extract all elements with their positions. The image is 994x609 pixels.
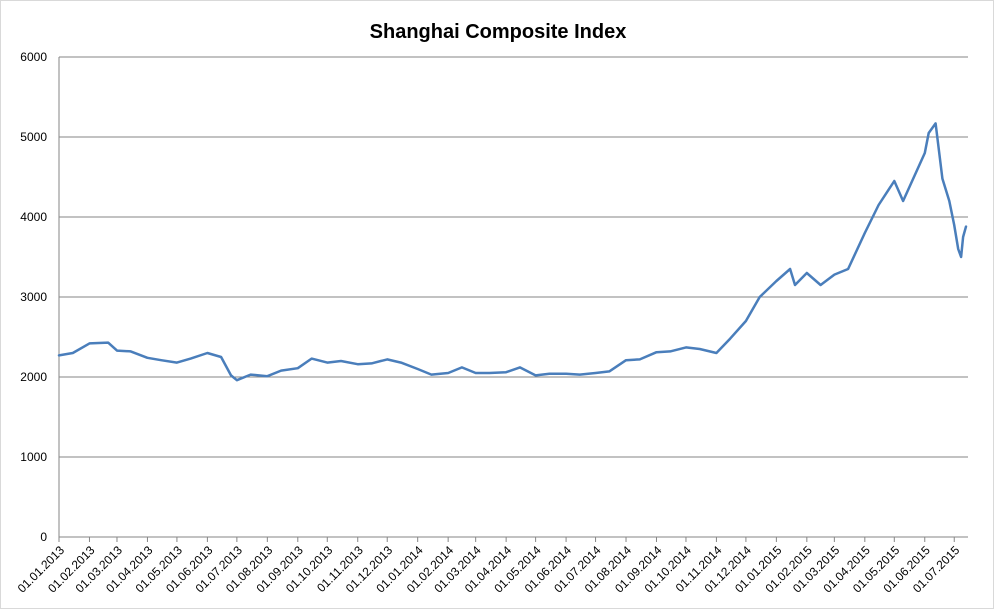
data-point [625,359,627,362]
y-tick-label: 6000 [20,50,47,64]
data-point [789,268,791,270]
data-point [962,236,964,238]
data-point [729,337,731,340]
data-point [941,177,944,180]
data-point [548,373,551,375]
data-point [116,349,118,352]
data-point [902,200,904,202]
data-point [715,352,718,354]
data-point [356,363,359,366]
data-point [310,357,313,360]
data-point [249,373,252,376]
data-point [220,356,222,358]
data-point [847,268,849,270]
y-tick-label: 1000 [20,450,47,464]
y-tick-label: 3000 [20,290,47,304]
data-point [160,359,163,362]
data-point [474,372,477,374]
data-point [927,132,930,134]
data-point [775,280,778,282]
data-point [579,373,581,376]
data-point [594,372,597,374]
data-point [296,367,299,370]
data-point [58,354,60,357]
data-point [864,232,866,234]
data-point [965,225,967,228]
data-point [176,361,178,364]
data-point [669,350,672,353]
data-point [370,362,373,365]
data-point [88,342,91,345]
data-point [877,204,880,206]
data-point [107,341,109,344]
data-point [430,373,433,376]
y-tick-label: 0 [40,530,47,544]
data-point [129,350,132,353]
data-point [698,348,701,350]
data-point [948,200,951,202]
data-point [934,122,937,125]
data-point [488,372,491,374]
data-point [833,273,836,276]
data-point [461,366,463,369]
data-point [565,373,567,375]
data-point [326,361,329,364]
data-point [280,369,282,372]
chart-title: Shanghai Composite Index [369,21,627,43]
data-point [71,352,74,354]
y-tick-label: 5000 [20,130,47,144]
series-line [57,122,968,382]
data-point [655,351,658,354]
data-point [534,374,537,377]
y-tick-label: 2000 [20,370,47,384]
data-point [206,352,209,354]
data-point [893,180,896,182]
data-point [953,224,956,226]
data-point [819,284,822,286]
data-point [236,379,238,382]
data-point [386,358,389,361]
data-point [447,372,449,374]
data-point [230,374,232,377]
data-point [794,284,796,286]
data-point [638,358,641,361]
data-point [923,152,926,154]
data-point [146,357,149,359]
data-point [189,357,192,360]
data-point [957,248,959,250]
data-point [416,368,419,370]
data-point [960,256,962,258]
data-point [685,346,687,349]
data-point [340,360,342,362]
data-point [505,371,507,374]
data-point [400,361,402,364]
data-point [745,320,747,322]
y-tick-label: 4000 [20,210,47,224]
data-point [519,366,521,369]
data-point [758,296,761,298]
data-point [806,272,808,274]
data-point [266,375,269,378]
data-point [608,370,611,373]
